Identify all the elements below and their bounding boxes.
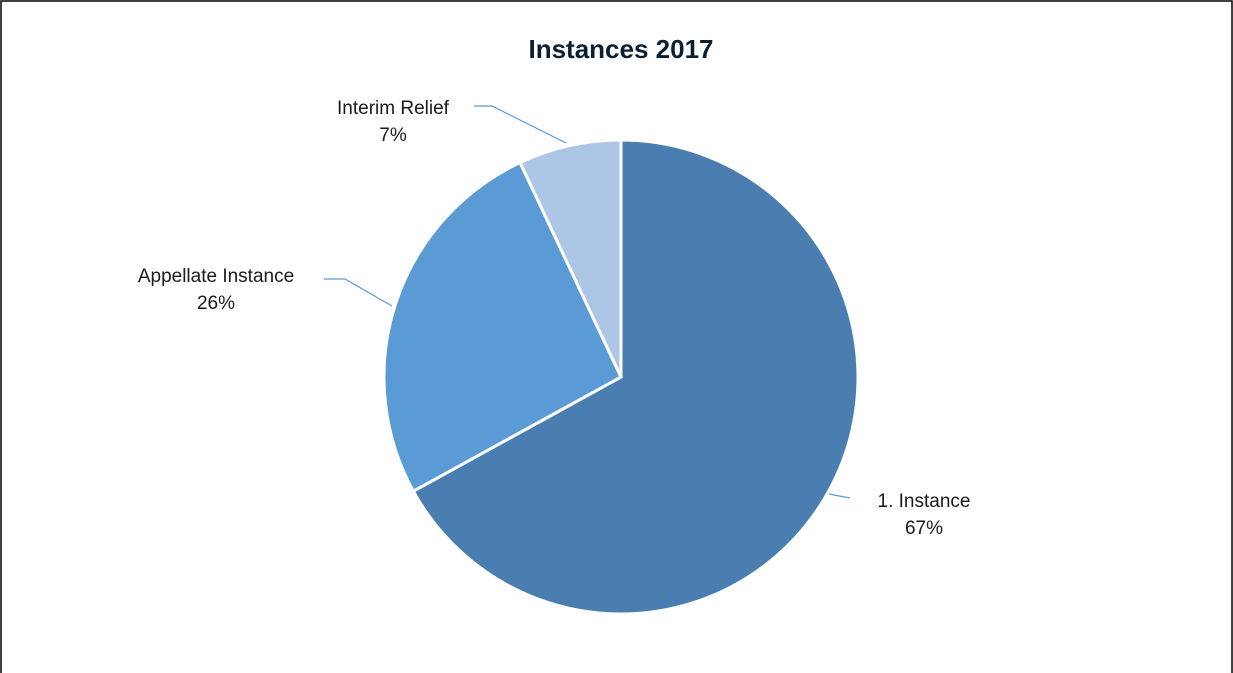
leader-line-1-instance [828, 493, 851, 499]
pie-slices [382, 138, 860, 616]
leader-lines [324, 105, 851, 499]
data-label-category: Appellate Instance [138, 266, 294, 287]
data-label-percent: 7% [379, 125, 407, 146]
leader-line-appellate-instance [324, 278, 393, 307]
data-label-1-instance: 1. Instance 67% [878, 491, 971, 539]
pie-slice-1-instance [411, 138, 860, 616]
data-label-category: Interim Relief [337, 98, 450, 119]
data-labels: 1. Instance 67% Appellate Instance 26% Inter… [138, 98, 971, 539]
data-label-percent: 67% [905, 518, 943, 539]
pie-slice-interim-relief [518, 138, 623, 378]
chart-title: Instances 2017 [528, 34, 713, 64]
data-label-percent: 26% [197, 293, 235, 314]
data-label-category: 1. Instance [878, 491, 971, 512]
leader-line-interim-relief [474, 105, 567, 144]
pie-slice-appellate-instance [382, 160, 623, 494]
data-label-interim-relief: Interim Relief 7% [337, 98, 450, 146]
data-label-appellate-instance: Appellate Instance 26% [138, 266, 294, 314]
